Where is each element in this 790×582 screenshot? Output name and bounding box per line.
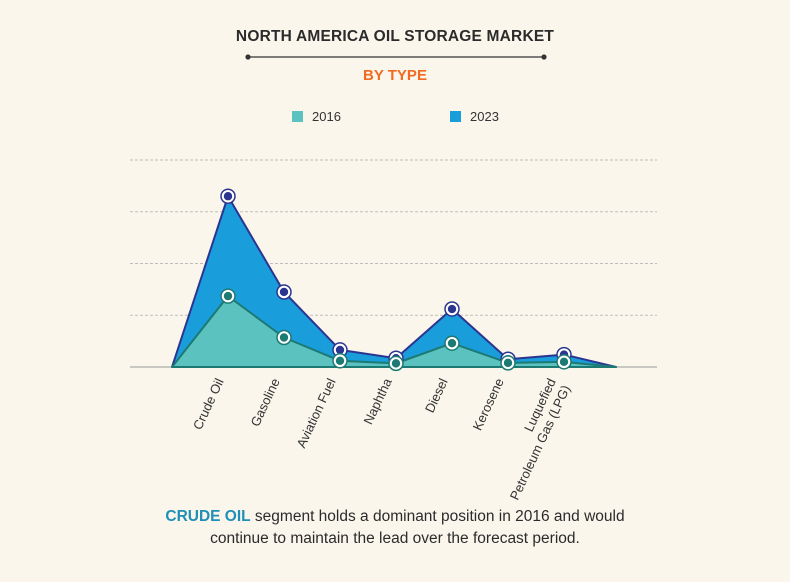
title-divider <box>245 54 547 60</box>
series-area-2023 <box>171 195 617 368</box>
data-point-2016 <box>223 291 233 301</box>
x-tick-label: Aviation Fuel <box>293 376 338 450</box>
data-point-2016 <box>335 356 345 365</box>
series-area-2016 <box>171 295 617 368</box>
legend-swatch-2016 <box>292 111 303 122</box>
chart-subtitle: BY TYPE <box>363 67 427 84</box>
data-point-2016 <box>391 359 401 368</box>
x-tick-label: Gasoline <box>247 376 282 429</box>
data-point-2023 <box>223 192 233 201</box>
x-tick-label: Diesel <box>422 376 451 415</box>
x-tick-label: Naphtha <box>360 375 395 427</box>
legend-item-2016: 2016 <box>292 109 341 124</box>
data-point-2023 <box>335 345 345 355</box>
data-point-2016 <box>447 338 457 348</box>
legend-item-2023: 2023 <box>450 109 499 124</box>
chart-caption: CRUDE OIL segment holds a dominant posit… <box>0 506 790 550</box>
legend-label-2023: 2023 <box>470 109 499 124</box>
caption-text-1: segment holds a dominant position in 201… <box>250 508 625 525</box>
x-tick-label: Kerosene <box>470 376 507 433</box>
caption-highlight: CRUDE OIL <box>165 508 251 525</box>
data-point-2023 <box>279 287 289 297</box>
caption-line-2: continue to maintain the lead over the f… <box>210 530 580 547</box>
data-point-2016 <box>559 357 569 367</box>
legend-swatch-2023 <box>450 111 461 122</box>
legend-label-2016: 2016 <box>312 109 341 124</box>
data-point-2023 <box>447 304 457 314</box>
data-point-2016 <box>503 358 513 368</box>
x-tick-label: Crude Oil <box>190 376 227 432</box>
caption-line-1: CRUDE OIL segment holds a dominant posit… <box>0 506 790 528</box>
area-chart: Crude Oil Gasoline Aviation Fuel Naphtha Die… <box>130 159 657 500</box>
x-tick-label: LuquefiedPetroleum Gas (LPG) <box>492 376 573 500</box>
chart-title: NORTH AMERICA OIL STORAGE MARKET <box>235 28 555 45</box>
data-point-2016 <box>279 333 289 342</box>
